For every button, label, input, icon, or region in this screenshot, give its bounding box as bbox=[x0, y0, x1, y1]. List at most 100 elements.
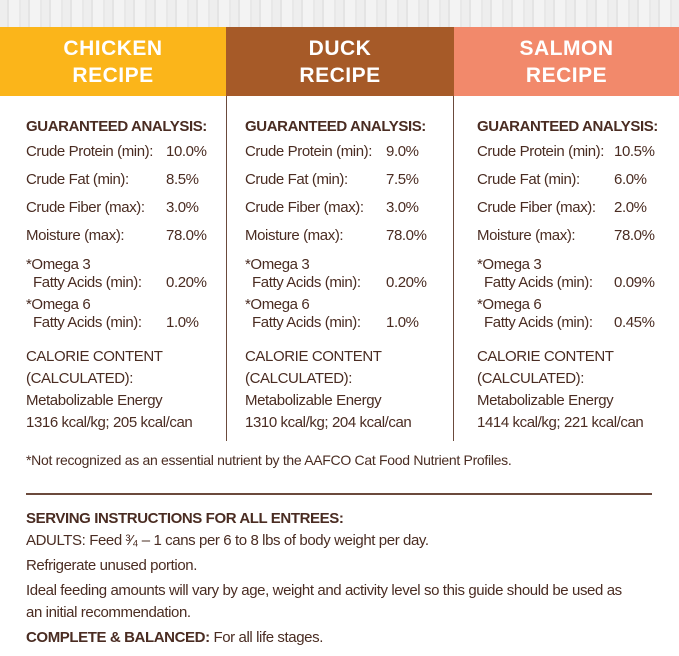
analysis-title: GUARANTEED ANALYSIS: bbox=[26, 118, 207, 135]
moisture-row: Moisture (max): 78.0% bbox=[477, 226, 679, 254]
recipe-name: RECIPE bbox=[72, 63, 154, 87]
calorie-line: 1316 kcal/kg; 205 kcal/can bbox=[26, 414, 193, 431]
fiber-row: Crude Fiber (max): 2.0% bbox=[477, 198, 679, 226]
value: 10.0% bbox=[166, 143, 207, 160]
serving-instructions: SERVING INSTRUCTIONS FOR ALL ENTREES: AD… bbox=[26, 508, 666, 652]
label: Fatty Acids (min): bbox=[484, 314, 593, 331]
complete-balanced: COMPLETE & BALANCED: For all life stages… bbox=[26, 627, 666, 649]
label: Crude Fat (min): bbox=[245, 171, 348, 188]
omega3-row: *Omega 3 Fatty Acids (min): 0.09% bbox=[477, 256, 679, 294]
label: Fatty Acids (min): bbox=[33, 314, 142, 331]
label: Fatty Acids (min): bbox=[252, 274, 361, 291]
calorie-line: (CALCULATED): bbox=[245, 370, 353, 387]
label: Crude Protein (min): bbox=[477, 143, 605, 160]
fat-row: Crude Fat (min): 7.5% bbox=[245, 170, 460, 198]
calorie-content: CALORIE CONTENT (CALCULATED): Metaboliza… bbox=[26, 346, 241, 434]
label: *Omega 3 bbox=[26, 256, 91, 273]
label: Moisture (max): bbox=[26, 227, 125, 244]
omega6-row: *Omega 6 Fatty Acids (min): 1.0% bbox=[26, 296, 241, 334]
fat-row: Crude Fat (min): 6.0% bbox=[477, 170, 679, 198]
calorie-line: (CALCULATED): bbox=[477, 370, 585, 387]
moisture-row: Moisture (max): 78.0% bbox=[26, 226, 241, 254]
omega3-row: *Omega 3 Fatty Acids (min): 0.20% bbox=[26, 256, 241, 294]
fiber-row: Crude Fiber (max): 3.0% bbox=[245, 198, 460, 226]
label: Crude Fiber (max): bbox=[26, 199, 145, 216]
value: 0.09% bbox=[614, 274, 655, 291]
value: 9.0% bbox=[386, 143, 419, 160]
calorie-line: Metabolizable Energy bbox=[26, 392, 163, 409]
omega6-row: *Omega 6 Fatty Acids (min): 1.0% bbox=[245, 296, 460, 334]
analysis-title: GUARANTEED ANALYSIS: bbox=[245, 118, 426, 135]
calorie-content: CALORIE CONTENT (CALCULATED): Metaboliza… bbox=[477, 346, 679, 434]
calorie-line: (CALCULATED): bbox=[26, 370, 134, 387]
complete-text: For all life stages. bbox=[209, 629, 323, 646]
salmon-header: SALMON RECIPE bbox=[454, 27, 679, 96]
label: Moisture (max): bbox=[477, 227, 576, 244]
value: 1.0% bbox=[386, 314, 419, 331]
recipe-name: SALMON bbox=[519, 36, 614, 60]
value: 3.0% bbox=[166, 199, 199, 216]
label: *Omega 6 bbox=[26, 296, 91, 313]
value: 10.5% bbox=[614, 143, 655, 160]
value: 0.45% bbox=[614, 314, 655, 331]
label: Crude Fiber (max): bbox=[477, 199, 596, 216]
divider bbox=[26, 493, 652, 495]
wood-background bbox=[0, 0, 679, 27]
recipe-name: RECIPE bbox=[525, 63, 608, 87]
recipe-name: RECIPE bbox=[299, 63, 381, 87]
calorie-line: CALORIE CONTENT bbox=[26, 348, 163, 365]
value: 1.0% bbox=[166, 314, 199, 331]
chicken-header: CHICKEN RECIPE bbox=[0, 27, 226, 96]
value: 78.0% bbox=[166, 227, 207, 244]
value: 0.20% bbox=[166, 274, 207, 291]
value: 8.5% bbox=[166, 171, 199, 188]
value: 0.20% bbox=[386, 274, 427, 291]
fiber-row: Crude Fiber (max): 3.0% bbox=[26, 198, 241, 226]
label: *Omega 6 bbox=[477, 296, 542, 313]
recipe-column: GUARANTEED ANALYSIS: Crude Protein (min)… bbox=[477, 118, 679, 434]
ideal-text: Ideal feeding amounts will vary by age, … bbox=[26, 582, 622, 621]
serving-title: SERVING INSTRUCTIONS FOR ALL ENTREES: bbox=[26, 510, 344, 527]
label: Fatty Acids (min): bbox=[252, 314, 361, 331]
calorie-line: CALORIE CONTENT bbox=[477, 348, 614, 365]
calorie-line: 1310 kcal/kg; 204 kcal/can bbox=[245, 414, 412, 431]
label: *Omega 3 bbox=[245, 256, 310, 273]
label: Crude Protein (min): bbox=[26, 143, 154, 160]
value: 7.5% bbox=[386, 171, 419, 188]
label: Crude Protein (min): bbox=[245, 143, 373, 160]
calorie-line: Metabolizable Energy bbox=[477, 392, 614, 409]
omega3-row: *Omega 3 Fatty Acids (min): 0.20% bbox=[245, 256, 460, 294]
refrigerate-text: Refrigerate unused portion. bbox=[26, 557, 197, 574]
value: 78.0% bbox=[386, 227, 427, 244]
adults-text: ADULTS: Feed ³⁄₄ – 1 cans per 6 to 8 lbs… bbox=[26, 532, 429, 549]
label: Crude Fat (min): bbox=[26, 171, 129, 188]
column-divider bbox=[226, 96, 227, 441]
fat-row: Crude Fat (min): 8.5% bbox=[26, 170, 241, 198]
column-divider bbox=[453, 96, 454, 441]
label: Fatty Acids (min): bbox=[33, 274, 142, 291]
moisture-row: Moisture (max): 78.0% bbox=[245, 226, 460, 254]
value: 78.0% bbox=[614, 227, 655, 244]
protein-row: Crude Protein (min): 10.0% bbox=[26, 142, 241, 170]
recipe-column: GUARANTEED ANALYSIS: Crude Protein (min)… bbox=[26, 118, 241, 434]
recipe-column: GUARANTEED ANALYSIS: Crude Protein (min)… bbox=[245, 118, 460, 434]
protein-row: Crude Protein (min): 9.0% bbox=[245, 142, 460, 170]
calorie-line: CALORIE CONTENT bbox=[245, 348, 382, 365]
calorie-content: CALORIE CONTENT (CALCULATED): Metaboliza… bbox=[245, 346, 460, 434]
label: Crude Fat (min): bbox=[477, 171, 580, 188]
recipe-name: DUCK bbox=[308, 36, 372, 60]
complete-label: COMPLETE & BALANCED: bbox=[26, 629, 210, 646]
recipe-name: CHICKEN bbox=[63, 36, 163, 60]
label: *Omega 3 bbox=[477, 256, 542, 273]
label: *Omega 6 bbox=[245, 296, 310, 313]
calorie-line: Metabolizable Energy bbox=[245, 392, 382, 409]
analysis-title: GUARANTEED ANALYSIS: bbox=[477, 118, 658, 135]
label: Fatty Acids (min): bbox=[484, 274, 593, 291]
calorie-line: 1414 kcal/kg; 221 kcal/can bbox=[477, 414, 644, 431]
value: 2.0% bbox=[614, 199, 647, 216]
footnote: *Not recognized as an essential nutrient… bbox=[26, 452, 512, 468]
protein-row: Crude Protein (min): 10.5% bbox=[477, 142, 679, 170]
omega6-row: *Omega 6 Fatty Acids (min): 0.45% bbox=[477, 296, 679, 334]
label: Moisture (max): bbox=[245, 227, 344, 244]
duck-header: DUCK RECIPE bbox=[226, 27, 454, 96]
